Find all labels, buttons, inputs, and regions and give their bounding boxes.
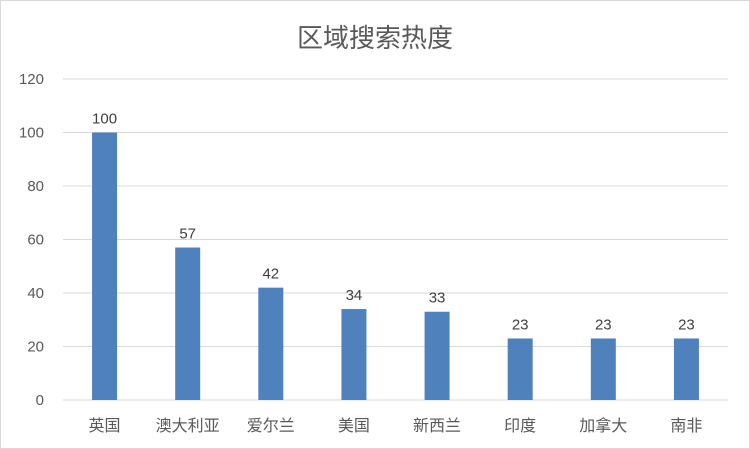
category-label: 澳大利亚 (156, 416, 220, 435)
y-tick-label: 60 (27, 232, 44, 249)
bar (175, 247, 201, 400)
y-tick-label: 120 (19, 71, 44, 88)
bar (590, 338, 616, 400)
bar (258, 287, 284, 400)
data-label: 23 (512, 316, 529, 333)
bar (424, 311, 450, 400)
data-label: 34 (346, 287, 363, 304)
category-label: 英国 (89, 416, 121, 435)
y-tick-label: 100 (19, 125, 44, 142)
data-label: 42 (262, 266, 279, 283)
category-label: 印度 (504, 416, 536, 435)
category-label: 新西兰 (413, 416, 461, 435)
data-label: 57 (179, 226, 196, 243)
data-labels: 100 57 42 34 33 23 23 23 (92, 111, 695, 334)
category-label: 爱尔兰 (247, 416, 295, 435)
x-axis-categories: 英国 澳大利亚 爱尔兰 美国 新西兰 印度 加拿大 南非 (89, 416, 703, 435)
bar (673, 338, 699, 400)
category-label: 美国 (338, 416, 370, 435)
data-label: 33 (429, 290, 446, 307)
category-label: 加拿大 (579, 416, 627, 435)
chart-title: 区域搜索热度 (297, 24, 453, 54)
category-label: 南非 (670, 416, 702, 435)
y-axis-ticks: 0 20 40 60 80 100 120 (19, 71, 44, 409)
bar (507, 338, 533, 400)
gridlines (63, 78, 728, 401)
data-label: 23 (595, 316, 612, 333)
data-label: 23 (678, 316, 695, 333)
bar (341, 309, 367, 400)
y-tick-label: 20 (27, 339, 44, 356)
bars (92, 132, 699, 400)
data-label: 100 (92, 111, 117, 128)
y-tick-label: 80 (27, 178, 44, 195)
y-tick-label: 0 (36, 392, 44, 409)
bar (92, 132, 118, 400)
y-tick-label: 40 (27, 285, 44, 302)
